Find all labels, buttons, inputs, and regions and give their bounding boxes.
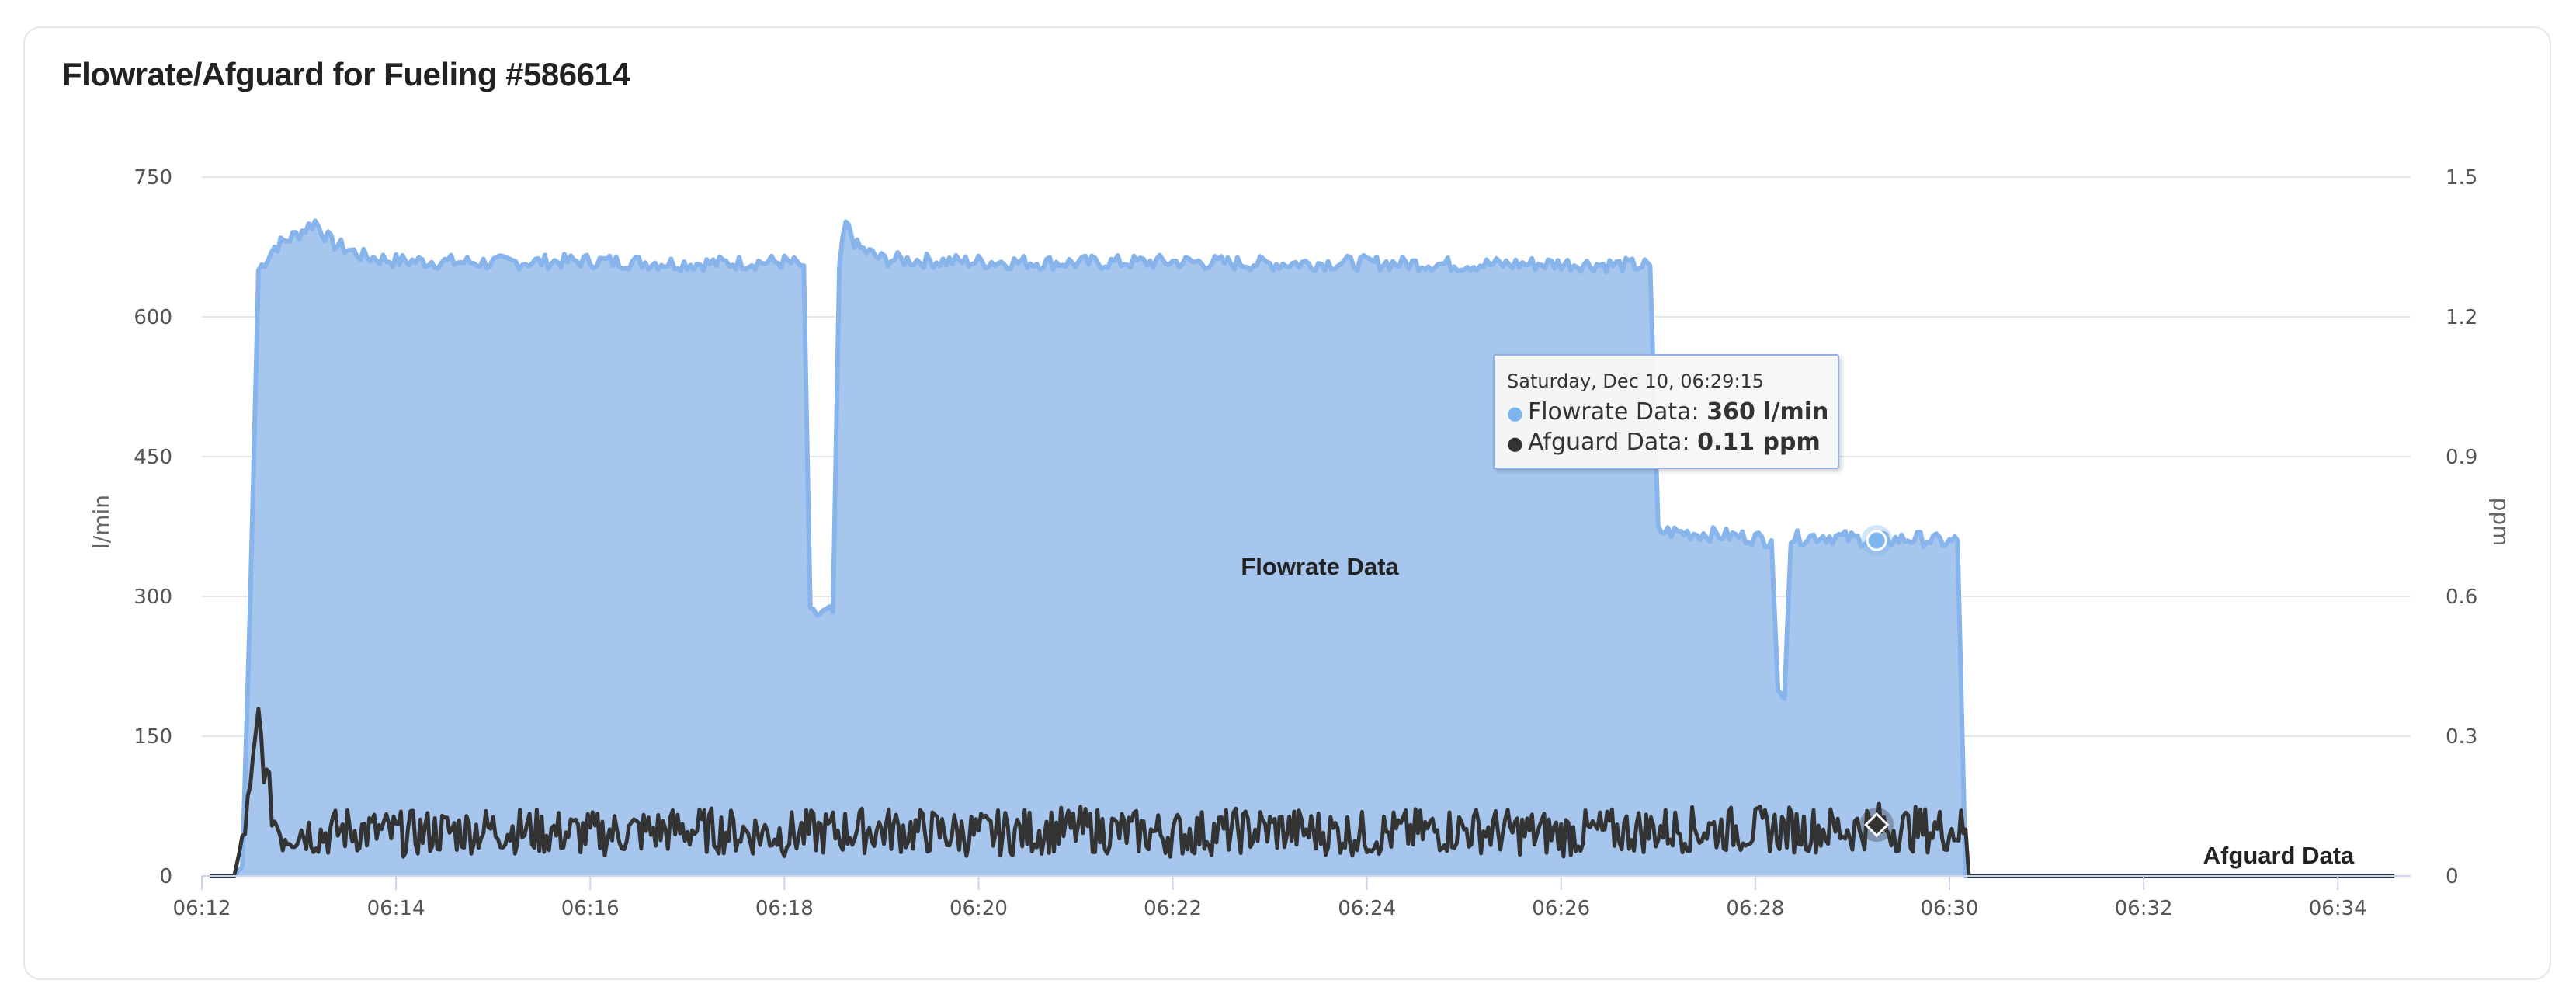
y-left-axis-title: l/min [89, 495, 114, 549]
y-left-tick-label: 150 [134, 725, 172, 749]
tooltip-row-flowrate: ● Flowrate Data: 360 l/min [1507, 398, 1829, 426]
x-tick-label: 06:32 [2115, 897, 2173, 920]
y-left-tick-label: 450 [134, 446, 172, 469]
afguard-series-label: Afguard Data [2203, 842, 2355, 869]
tooltip-series-name: Afguard Data [1527, 429, 1682, 456]
y-right-tick-label: 0.6 [2446, 586, 2477, 609]
x-tick-label: 06:30 [1921, 897, 1979, 920]
x-tick-label: 06:34 [2309, 897, 2367, 920]
chart-title: Flowrate/Afguard for Fueling #586614 [62, 56, 630, 92]
x-tick-label: 06:24 [1338, 897, 1396, 920]
x-tick-label: 06:20 [950, 897, 1008, 920]
y-left-tick-label: 600 [134, 306, 172, 329]
afguard-hover-marker[interactable] [1864, 812, 1890, 838]
y-right-tick-label: 0.3 [2446, 725, 2477, 749]
tooltip-value: 0.11 ppm [1697, 429, 1821, 456]
x-tick-label: 06:14 [367, 897, 425, 920]
series-labels: Flowrate Data Afguard Data [1241, 553, 2355, 869]
flowrate-area[interactable] [210, 221, 2395, 876]
x-tick-label: 06:26 [1532, 897, 1590, 920]
axes: 0 150 300 450 600 750 0 0.3 0.6 0.9 1.2 1.5 l/min ppm… [89, 166, 2514, 920]
afguard-dot-icon: ● [1507, 433, 1523, 454]
tooltip-row-afguard: ● Afguard Data: 0.11 ppm [1507, 429, 1821, 456]
y-right-axis-title: ppm [2488, 498, 2514, 547]
tooltip-header: Saturday, Dec 10, 06:29:15 [1507, 370, 1765, 392]
tooltip-value: 360 l/min [1706, 398, 1829, 426]
y-left-tick-label: 750 [134, 166, 172, 189]
tooltip-series-name: Flowrate Data [1527, 398, 1692, 426]
x-tick-label: 06:22 [1144, 897, 1202, 920]
flowrate-series-label: Flowrate Data [1241, 553, 1399, 580]
y-right-tick-label: 0.9 [2446, 446, 2477, 469]
y-right-tick-label: 1.5 [2446, 166, 2477, 189]
y-right-tick-label: 1.2 [2446, 306, 2477, 329]
y-left-tick-label: 0 [159, 865, 172, 888]
x-tick-label: 06:12 [173, 897, 231, 920]
tooltip: Saturday, Dec 10, 06:29:15 ● Flowrate Dat… [1493, 354, 1839, 469]
y-left-tick-label: 300 [134, 586, 172, 609]
x-tick-label: 06:18 [755, 897, 814, 920]
x-tick-label: 06:28 [1726, 897, 1784, 920]
flowrate-dot-icon: ● [1507, 402, 1523, 424]
y-right-tick-label: 0 [2446, 865, 2459, 888]
series-layer [210, 218, 2395, 878]
flowrate-hover-marker[interactable] [1866, 530, 1887, 551]
x-tick-label: 06:16 [561, 897, 620, 920]
